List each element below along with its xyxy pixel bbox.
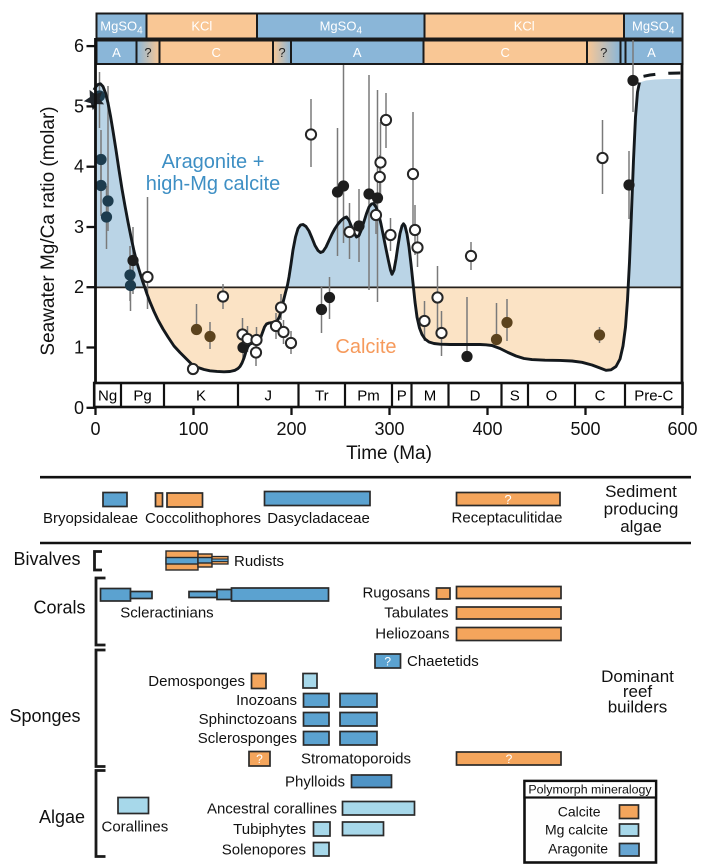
svg-text:K: K [196, 388, 206, 405]
svg-text:1: 1 [74, 338, 84, 358]
svg-text:Aragonite +: Aragonite + [162, 151, 265, 173]
svg-text:A: A [112, 45, 121, 60]
svg-text:Tabulates: Tabulates [384, 605, 448, 622]
svg-text:C: C [501, 45, 510, 60]
svg-text:Polymorph mineralogy: Polymorph mineralogy [528, 783, 652, 797]
svg-text:Solenopores: Solenopores [222, 842, 306, 859]
svg-text:Mg calcite: Mg calcite [545, 821, 608, 837]
svg-text:Tubiphytes: Tubiphytes [233, 821, 306, 838]
svg-text:Corals: Corals [33, 598, 85, 618]
svg-text:M: M [424, 388, 437, 405]
svg-text:500: 500 [570, 419, 600, 439]
svg-text:100: 100 [178, 419, 208, 439]
svg-text:Bryopsidaleae: Bryopsidaleae [43, 510, 138, 527]
svg-text:algae: algae [620, 517, 662, 536]
svg-text:Time (Ma): Time (Ma) [346, 443, 432, 464]
svg-text:?: ? [600, 45, 607, 60]
svg-text:C: C [212, 45, 221, 60]
svg-text:KCl: KCl [191, 19, 212, 34]
svg-text:3: 3 [74, 217, 84, 237]
svg-text:Demosponges: Demosponges [148, 673, 245, 690]
svg-text:A: A [647, 45, 656, 60]
svg-text:Inozoans: Inozoans [236, 692, 297, 709]
svg-text:Sediment: Sediment [605, 482, 677, 501]
svg-text:Seawater Mg/Ca ratio (molar): Seawater Mg/Ca ratio (molar) [38, 106, 59, 355]
svg-text:2: 2 [74, 277, 84, 297]
svg-text:Bivalves: Bivalves [13, 549, 80, 569]
svg-text:5: 5 [74, 96, 84, 116]
svg-text:0: 0 [74, 398, 84, 418]
svg-text:Sphinctozoans: Sphinctozoans [199, 711, 297, 728]
svg-text:Rudists: Rudists [234, 553, 284, 570]
svg-text:MgSO4: MgSO4 [100, 19, 143, 37]
svg-text:C: C [595, 388, 606, 405]
svg-text:Coccolithophores: Coccolithophores [145, 510, 261, 527]
svg-text:6: 6 [74, 36, 84, 56]
svg-text:Ancestral corallines: Ancestral corallines [207, 801, 337, 818]
svg-text:Phylloids: Phylloids [285, 774, 345, 791]
svg-text:Scleractinians: Scleractinians [120, 605, 213, 622]
svg-text:?: ? [504, 492, 511, 507]
svg-text:?: ? [144, 45, 151, 60]
svg-text:Algae: Algae [39, 807, 85, 827]
svg-text:A: A [353, 45, 362, 60]
svg-text:400: 400 [472, 419, 502, 439]
svg-text:Corallines: Corallines [102, 819, 169, 836]
svg-text:Tr: Tr [315, 388, 329, 405]
svg-text:200: 200 [276, 419, 306, 439]
svg-text:S: S [510, 388, 520, 405]
svg-text:Rugosans: Rugosans [362, 585, 430, 602]
svg-text:MgSO4: MgSO4 [632, 19, 675, 37]
svg-text:Calcite: Calcite [335, 336, 396, 358]
svg-text:Sclerosponges: Sclerosponges [198, 730, 297, 747]
svg-text:4: 4 [74, 157, 84, 177]
svg-text:P: P [397, 388, 407, 405]
svg-text:?: ? [278, 45, 285, 60]
svg-text:?: ? [256, 752, 263, 766]
svg-text:Pg: Pg [133, 388, 151, 405]
svg-text:300: 300 [374, 419, 404, 439]
svg-text:0: 0 [90, 419, 100, 439]
svg-text:Heliozoans: Heliozoans [375, 626, 449, 643]
svg-text:builders: builders [608, 698, 668, 717]
svg-text:Sponges: Sponges [9, 706, 80, 726]
svg-text:producing: producing [604, 500, 679, 519]
svg-text:Dominant: Dominant [601, 667, 674, 686]
svg-text:O: O [546, 388, 558, 405]
svg-text:?: ? [384, 654, 391, 668]
svg-text:Stromatoporoids: Stromatoporoids [301, 751, 411, 768]
svg-text:?: ? [506, 752, 513, 766]
svg-text:Chaetetids: Chaetetids [407, 653, 479, 670]
svg-text:Ng: Ng [98, 388, 117, 405]
svg-text:600: 600 [667, 419, 697, 439]
svg-text:reef: reef [623, 682, 653, 701]
svg-text:Aragonite: Aragonite [548, 841, 608, 857]
svg-text:Pm: Pm [357, 388, 380, 405]
svg-text:Calcite: Calcite [558, 803, 601, 819]
svg-text:D: D [470, 388, 481, 405]
svg-text:Pre-C: Pre-C [634, 388, 673, 405]
svg-text:Dasycladaceae: Dasycladaceae [267, 510, 370, 527]
svg-text:high-Mg calcite: high-Mg calcite [146, 173, 281, 195]
svg-text:KCl: KCl [514, 19, 535, 34]
svg-text:MgSO4: MgSO4 [320, 19, 363, 37]
svg-text:J: J [264, 388, 272, 405]
svg-text:Receptaculitidae: Receptaculitidae [452, 510, 563, 527]
